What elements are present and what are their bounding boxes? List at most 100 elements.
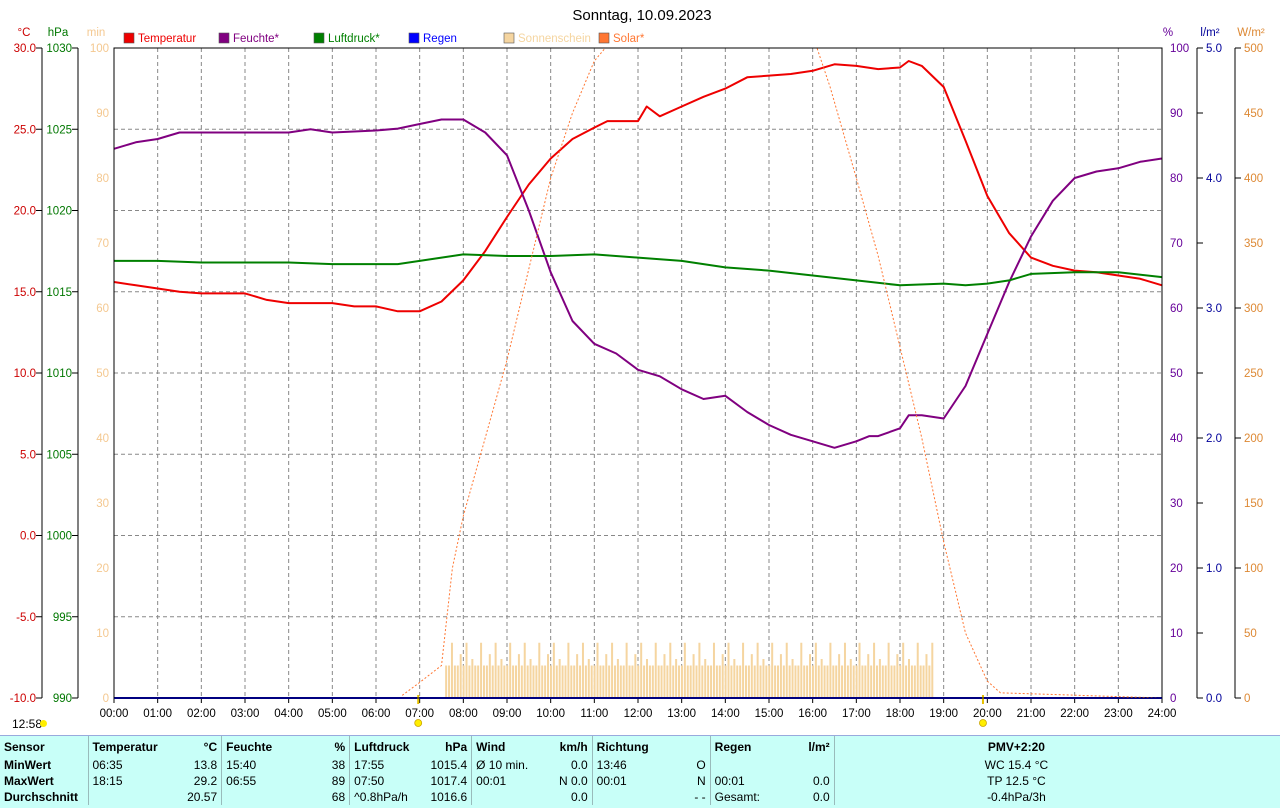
sunshine-bar xyxy=(448,665,451,698)
stats-cell: 06:35 xyxy=(87,757,162,773)
sunshine-bar xyxy=(896,654,899,698)
legend-label: Solar* xyxy=(613,33,645,45)
stats-cell: 1015.4 xyxy=(430,758,468,772)
series-line-luftdruck xyxy=(114,253,1163,287)
stats-cell: WC 15.4 °C xyxy=(833,757,1199,773)
stats-cell: 68 xyxy=(331,790,346,804)
humidity-axis-unit: % xyxy=(1163,27,1173,39)
x-tick-label: 12:00 xyxy=(624,708,653,720)
sunshine-tick-label: 50 xyxy=(96,368,109,380)
sunshine-bar xyxy=(579,665,582,698)
stats-header-direction: Richtung xyxy=(591,736,667,757)
sunshine-bar xyxy=(701,665,704,698)
sunshine-bar xyxy=(564,665,567,698)
sunshine-bar xyxy=(823,665,826,698)
sunshine-bar xyxy=(648,665,651,698)
sunshine-bar xyxy=(727,642,730,698)
solar-tick-label: 250 xyxy=(1244,368,1263,380)
sunshine-bar xyxy=(576,654,579,698)
sunshine-bar xyxy=(829,642,832,698)
sunshine-bar xyxy=(637,665,640,698)
stats-cell: ^0.8hPa/h xyxy=(349,789,420,805)
sunshine-bar xyxy=(512,665,515,698)
sunshine-tick-label: 0 xyxy=(103,693,109,705)
sunshine-bar xyxy=(488,654,491,698)
x-tick-label: 18:00 xyxy=(886,708,915,720)
sunshine-bar xyxy=(736,665,739,698)
sunshine-bar xyxy=(646,659,649,698)
sunshine-bar xyxy=(870,665,873,698)
sunshine-bar xyxy=(471,659,474,698)
sunshine-bar xyxy=(445,665,448,698)
sunshine-bar xyxy=(663,654,666,698)
sunshine-bar xyxy=(631,665,634,698)
sunshine-bar xyxy=(782,665,785,698)
legend-swatch xyxy=(313,32,325,44)
sunshine-bar xyxy=(791,659,794,698)
sunshine-bar xyxy=(820,659,823,698)
x-tick-label: 05:00 xyxy=(318,708,347,720)
sunshine-bar xyxy=(785,642,788,698)
sunshine-bar xyxy=(634,654,637,698)
sunshine-bar xyxy=(669,642,672,698)
humidity-tick-label: 100 xyxy=(1170,43,1189,55)
sunshine-bar xyxy=(689,665,692,698)
x-tick-label: 14:00 xyxy=(711,708,740,720)
sunshine-bar xyxy=(567,642,570,698)
sunshine-bar xyxy=(910,665,913,698)
solar-tick-label: 50 xyxy=(1244,628,1257,640)
sunshine-bar xyxy=(616,659,619,698)
sunshine-bar xyxy=(925,654,928,698)
sunshine-bar xyxy=(573,665,576,698)
stats-header-wind-unit: km/h xyxy=(559,739,588,754)
sunshine-bar xyxy=(608,665,611,698)
sunshine-bar xyxy=(465,642,468,698)
sunshine-bar xyxy=(803,665,806,698)
legend-label: Feuchte* xyxy=(233,33,280,45)
temperature-tick-label: 5.0 xyxy=(20,449,36,461)
solar-tick-label: 500 xyxy=(1244,43,1263,55)
humidity-tick-label: 20 xyxy=(1170,563,1183,575)
stats-row-min: MinWert 06:35 13.8 15:40 38 17:55 1015.4… xyxy=(0,757,1199,773)
sunshine-bar xyxy=(890,665,893,698)
stats-cell: -0.4hPa/3h xyxy=(833,789,1199,805)
sunshine-tick-label: 100 xyxy=(90,43,109,55)
sunshine-bar xyxy=(459,654,462,698)
sunshine-bar xyxy=(599,665,602,698)
sunshine-bar xyxy=(902,642,905,698)
stats-row-max: MaxWert 18:15 29.2 06:55 89 07:50 1017.4… xyxy=(0,773,1199,789)
stats-cell: 17:55 xyxy=(349,757,420,773)
stats-cell: 0.0 xyxy=(812,774,830,788)
sunshine-bar xyxy=(718,665,721,698)
sunshine-tick-label: 30 xyxy=(96,498,109,510)
sunshine-bar xyxy=(602,665,605,698)
solar-tick-label: 150 xyxy=(1244,498,1263,510)
sunshine-bar xyxy=(692,654,695,698)
solar-axis-unit: W/m² xyxy=(1237,27,1265,39)
sunshine-bar xyxy=(878,659,881,698)
sunshine-bar xyxy=(643,665,646,698)
sunshine-bar xyxy=(797,665,800,698)
sunshine-bar xyxy=(905,665,908,698)
temperature-tick-label: 20.0 xyxy=(14,206,36,218)
humidity-tick-label: 90 xyxy=(1170,108,1183,120)
sunshine-bar xyxy=(715,665,718,698)
stats-cell: 29.2 xyxy=(193,774,218,788)
sunshine-bar xyxy=(532,665,535,698)
chart-grid xyxy=(114,48,1162,698)
weather-chart: Sonntag, 10.09.2023 °C hPa min % l/m² W/… xyxy=(9,7,1265,727)
stats-header-sensor: Sensor xyxy=(4,739,45,754)
humidity-tick-label: 30 xyxy=(1170,498,1183,510)
stats-cell: 0.0 xyxy=(812,790,830,804)
sunshine-bar xyxy=(672,665,675,698)
sunshine-bar xyxy=(529,659,532,698)
x-tick-label: 00:00 xyxy=(100,708,129,720)
sunshine-bar xyxy=(535,665,538,698)
sunshine-bar xyxy=(753,665,756,698)
sunshine-bar xyxy=(541,665,544,698)
sunshine-bar xyxy=(581,642,584,698)
x-tick-label: 15:00 xyxy=(755,708,784,720)
sun-markers xyxy=(414,695,987,727)
temperature-tick-label: 30.0 xyxy=(14,43,36,55)
stats-row-label: MinWert xyxy=(4,758,52,772)
